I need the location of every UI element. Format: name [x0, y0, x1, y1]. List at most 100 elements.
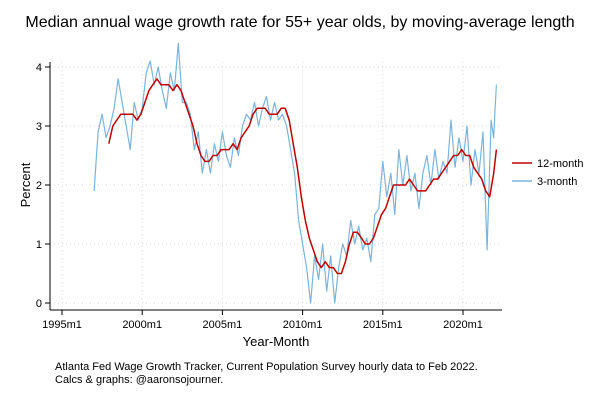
y-tick-label: 4	[36, 62, 42, 74]
data-point-12-month	[136, 119, 138, 121]
data-point-3-month	[274, 102, 276, 104]
data-point-12-month	[329, 267, 331, 269]
data-point-12-month	[144, 102, 146, 104]
data-point-3-month	[101, 113, 103, 115]
data-point-3-month	[290, 149, 292, 151]
x-tick-label: 2020m1	[443, 319, 483, 331]
data-point-12-month	[164, 84, 166, 86]
data-point-3-month	[370, 261, 372, 263]
data-point-3-month	[486, 249, 488, 251]
data-point-3-month	[105, 137, 107, 139]
data-point-3-month	[302, 243, 304, 245]
data-point-12-month	[264, 108, 266, 110]
data-point-12-month	[152, 84, 154, 86]
x-tick-label: 1995m1	[42, 319, 82, 331]
data-point-12-month	[485, 190, 487, 192]
x-tick-label: 2000m1	[122, 319, 162, 331]
data-point-12-month	[417, 190, 419, 192]
data-point-12-month	[413, 184, 415, 186]
data-point-12-month	[325, 261, 327, 263]
data-point-12-month	[461, 149, 463, 151]
data-point-12-month	[321, 267, 323, 269]
series-line-12-month	[108, 78, 498, 275]
data-point-3-month	[418, 208, 420, 210]
data-point-12-month	[481, 178, 483, 180]
data-point-3-month	[238, 155, 240, 157]
data-point-3-month	[398, 149, 400, 151]
data-point-3-month	[294, 172, 296, 174]
data-point-12-month	[489, 196, 491, 198]
y-tick-label: 0	[36, 298, 42, 310]
data-point-3-month	[113, 108, 115, 110]
data-point-3-month	[258, 125, 260, 127]
data-point-12-month	[333, 267, 335, 269]
data-point-12-month	[349, 243, 351, 245]
data-point-3-month	[117, 78, 119, 80]
data-point-12-month	[248, 125, 250, 127]
data-point-12-month	[172, 90, 174, 92]
data-point-12-month	[445, 167, 447, 169]
data-point-12-month	[236, 149, 238, 151]
data-point-12-month	[156, 78, 158, 80]
data-point-12-month	[365, 243, 367, 245]
data-point-3-month	[330, 255, 332, 257]
data-point-12-month	[148, 90, 150, 92]
data-point-3-month	[446, 172, 448, 174]
data-point-12-month	[232, 143, 234, 145]
data-point-12-month	[496, 149, 498, 151]
data-point-3-month	[406, 155, 408, 157]
data-point-12-month	[132, 113, 134, 115]
data-point-3-month	[366, 237, 368, 239]
data-point-12-month	[244, 131, 246, 133]
data-point-12-month	[212, 155, 214, 157]
data-point-12-month	[405, 184, 407, 186]
data-point-3-month	[242, 125, 244, 127]
data-point-3-month	[145, 72, 147, 74]
data-point-12-month	[180, 90, 182, 92]
data-point-12-month	[305, 220, 307, 222]
data-point-3-month	[286, 125, 288, 127]
data-point-3-month	[198, 131, 200, 133]
data-point-3-month	[97, 131, 99, 133]
data-point-3-month	[214, 143, 216, 145]
data-point-3-month	[166, 108, 168, 110]
data-point-12-month	[441, 172, 443, 174]
data-point-3-month	[246, 113, 248, 115]
data-point-3-month	[230, 167, 232, 169]
data-point-3-month	[129, 149, 131, 151]
data-point-3-month	[490, 119, 492, 121]
data-point-12-month	[377, 226, 379, 228]
data-point-3-month	[162, 90, 164, 92]
data-point-3-month	[496, 84, 498, 86]
data-point-12-month	[208, 161, 210, 163]
chart-title: Median annual wage growth rate for 55+ y…	[25, 14, 574, 31]
data-point-3-month	[266, 96, 268, 98]
legend-label-3-month: 3-month	[537, 176, 577, 188]
data-point-3-month	[278, 119, 280, 121]
data-point-3-month	[426, 155, 428, 157]
data-point-12-month	[493, 172, 495, 174]
data-point-12-month	[297, 167, 299, 169]
data-point-12-month	[369, 243, 371, 245]
x-tick-label: 2005m1	[203, 319, 243, 331]
data-point-3-month	[194, 149, 196, 151]
data-point-3-month	[234, 137, 236, 139]
source-note: Atlanta Fed Wage Growth Tracker, Current…	[55, 361, 478, 373]
data-point-3-month	[462, 161, 464, 163]
data-point-12-month	[192, 125, 194, 127]
data-point-3-month	[254, 102, 256, 104]
data-point-3-month	[157, 66, 159, 68]
data-point-3-month	[442, 161, 444, 163]
data-point-12-month	[216, 155, 218, 157]
data-point-12-month	[397, 184, 399, 186]
data-point-3-month	[125, 125, 127, 127]
data-point-3-month	[318, 279, 320, 281]
data-point-3-month	[350, 220, 352, 222]
data-point-3-month	[494, 108, 496, 110]
data-point-3-month	[342, 243, 344, 245]
data-point-3-month	[109, 125, 111, 127]
y-tick-label: 2	[36, 180, 42, 192]
data-point-12-month	[473, 167, 475, 169]
data-point-12-month	[204, 161, 206, 163]
